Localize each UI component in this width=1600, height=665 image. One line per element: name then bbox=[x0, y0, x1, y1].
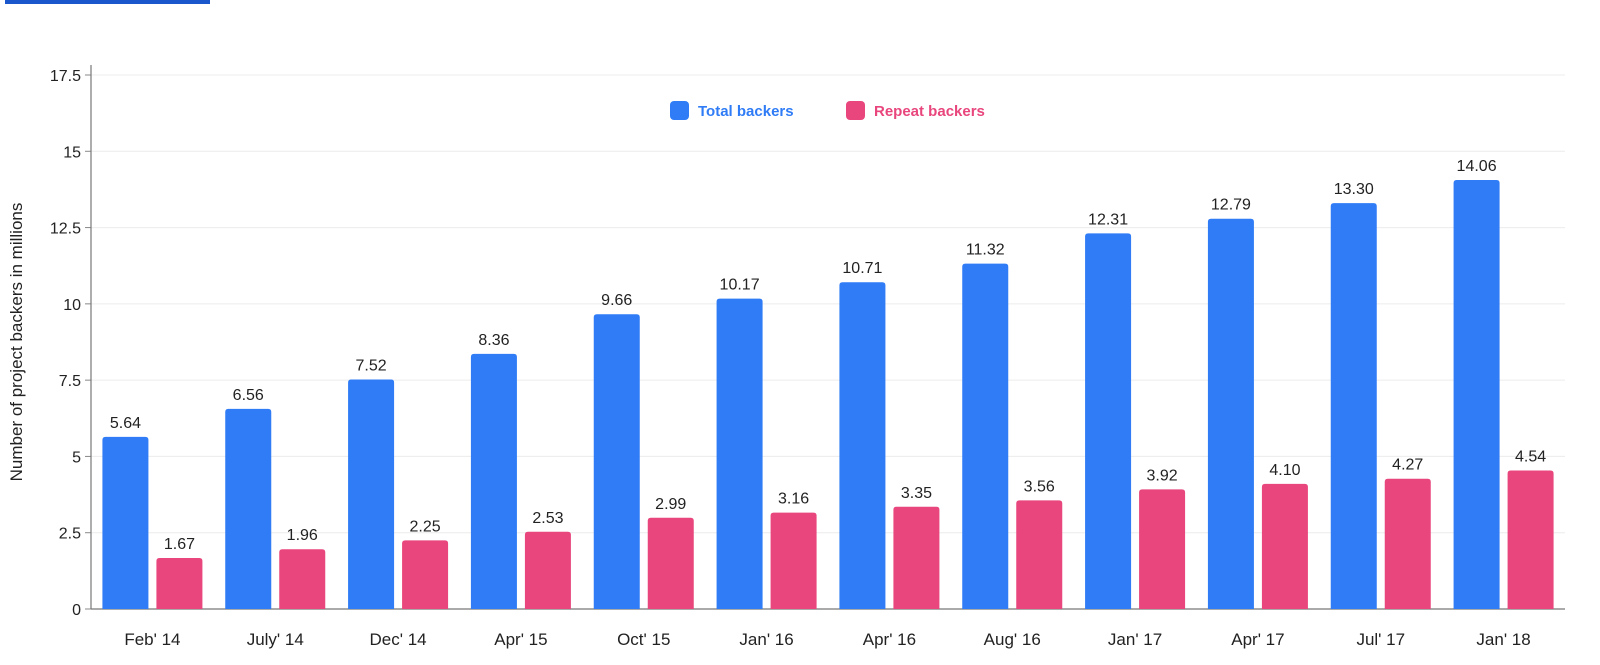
bar-total-backers bbox=[470, 353, 517, 609]
value-label-repeat-backers: 3.56 bbox=[1024, 478, 1055, 495]
value-label-repeat-backers: 2.25 bbox=[410, 518, 441, 535]
bar-total-backers bbox=[839, 282, 886, 609]
x-tick-label: Aug' 16 bbox=[984, 630, 1041, 649]
y-tick-label: 2.5 bbox=[59, 526, 81, 543]
bar-total-backers bbox=[102, 436, 149, 609]
value-label-repeat-backers: 1.67 bbox=[164, 536, 195, 553]
legend-swatch-repeat-backers bbox=[846, 101, 865, 120]
y-axis-title: Number of project backers in millions bbox=[7, 203, 26, 482]
top-accent-bar bbox=[5, 0, 210, 4]
y-tick-label: 17.5 bbox=[50, 68, 81, 85]
bar-total-backers bbox=[1207, 218, 1254, 609]
y-tick-label: 15 bbox=[63, 144, 81, 161]
bar-repeat-backers bbox=[279, 549, 326, 609]
bar-repeat-backers bbox=[1016, 500, 1063, 609]
x-tick-label: Dec' 14 bbox=[370, 630, 427, 649]
y-tick-label: 0 bbox=[72, 602, 81, 619]
bar-total-backers bbox=[1330, 203, 1377, 609]
value-label-total-backers: 12.31 bbox=[1088, 211, 1128, 228]
x-tick-label: Apr' 16 bbox=[863, 630, 916, 649]
value-label-total-backers: 12.79 bbox=[1211, 197, 1251, 214]
x-tick-label: Jan' 16 bbox=[739, 630, 793, 649]
x-tick-label: Oct' 15 bbox=[617, 630, 670, 649]
x-tick-label: Feb' 14 bbox=[124, 630, 180, 649]
x-tick-label: Jan' 17 bbox=[1108, 630, 1162, 649]
value-label-repeat-backers: 3.16 bbox=[778, 491, 809, 508]
x-tick-label: Apr' 15 bbox=[494, 630, 547, 649]
value-label-repeat-backers: 2.99 bbox=[655, 496, 686, 513]
y-tick-label: 7.5 bbox=[59, 373, 81, 390]
bar-repeat-backers bbox=[770, 512, 817, 609]
axes bbox=[85, 65, 1565, 610]
x-tick-label: Apr' 17 bbox=[1231, 630, 1284, 649]
value-label-total-backers: 7.52 bbox=[356, 358, 387, 375]
value-label-total-backers: 9.66 bbox=[601, 292, 632, 309]
y-tick-label: 10 bbox=[63, 297, 81, 314]
value-label-repeat-backers: 3.35 bbox=[901, 485, 932, 502]
value-label-total-backers: 13.30 bbox=[1334, 181, 1374, 198]
value-label-repeat-backers: 4.54 bbox=[1515, 448, 1546, 465]
bar-total-backers bbox=[1453, 179, 1500, 609]
value-label-total-backers: 14.06 bbox=[1457, 158, 1497, 175]
bars bbox=[102, 179, 1554, 609]
value-label-repeat-backers: 1.96 bbox=[287, 527, 318, 544]
bar-repeat-backers bbox=[402, 540, 449, 609]
bar-total-backers bbox=[225, 408, 272, 609]
value-label-repeat-backers: 2.53 bbox=[532, 510, 563, 527]
bar-total-backers bbox=[348, 379, 395, 609]
value-label-total-backers: 11.32 bbox=[966, 242, 1005, 259]
y-tick-labels: 0 2.5 5 7.5 10 12.5 15 17.5 bbox=[50, 68, 81, 619]
bar-total-backers bbox=[593, 314, 640, 609]
bar-total-backers bbox=[962, 263, 1009, 609]
bar-repeat-backers bbox=[1139, 489, 1186, 609]
bar-repeat-backers bbox=[156, 558, 203, 609]
grid-lines bbox=[91, 74, 1565, 534]
bar-repeat-backers bbox=[1507, 470, 1554, 609]
bar-repeat-backers bbox=[893, 506, 940, 609]
value-label-repeat-backers: 4.10 bbox=[1269, 462, 1300, 479]
x-tick-labels: Feb' 14 July' 14 Dec' 14 Apr' 15 Oct' 15 Jan'… bbox=[124, 630, 1530, 649]
value-label-total-backers: 5.64 bbox=[110, 415, 141, 432]
value-label-total-backers: 10.71 bbox=[842, 260, 882, 277]
y-tick-label: 5 bbox=[72, 449, 81, 466]
bar-total-backers bbox=[716, 298, 763, 609]
value-label-repeat-backers: 3.92 bbox=[1147, 467, 1178, 484]
x-tick-label: Jan' 18 bbox=[1476, 630, 1530, 649]
bar-repeat-backers bbox=[647, 517, 694, 609]
bar-repeat-backers bbox=[1261, 483, 1308, 609]
value-label-total-backers: 8.36 bbox=[478, 332, 509, 349]
bar-total-backers bbox=[1085, 233, 1132, 609]
bar-repeat-backers bbox=[1384, 478, 1431, 609]
legend-label-repeat-backers: Repeat backers bbox=[874, 103, 985, 120]
value-label-total-backers: 10.17 bbox=[720, 277, 760, 294]
legend-label-total-backers: Total backers bbox=[698, 103, 794, 120]
legend: Total backers Repeat backers bbox=[670, 101, 985, 120]
x-tick-label: July' 14 bbox=[247, 630, 304, 649]
value-label-total-backers: 6.56 bbox=[233, 387, 264, 404]
bar-repeat-backers bbox=[524, 531, 571, 609]
x-tick-label: Jul' 17 bbox=[1356, 630, 1405, 649]
value-label-repeat-backers: 4.27 bbox=[1392, 457, 1423, 474]
value-labels: 5.64 1.67 6.56 1.96 7.52 2.25 8.36 2.53 9.66 2.99… bbox=[110, 158, 1546, 553]
legend-swatch-total-backers bbox=[670, 101, 689, 120]
y-tick-label: 12.5 bbox=[50, 221, 81, 238]
